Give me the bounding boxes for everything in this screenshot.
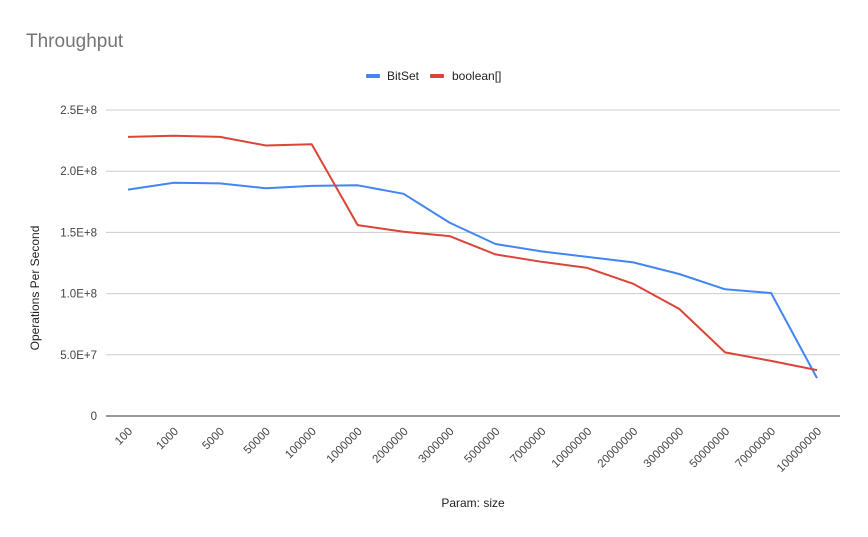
legend-label-bitset: BitSet <box>387 69 420 83</box>
chart-title: Throughput <box>26 31 124 52</box>
legend: BitSet boolean[] <box>366 69 501 83</box>
series-line-bitset[interactable] <box>127 181 818 379</box>
series-lines <box>127 134 818 379</box>
x-tick-label: 100000 <box>283 426 319 462</box>
x-tick-label: 1000 <box>154 426 181 453</box>
y-tick-label: 0 <box>91 411 97 423</box>
x-tick-label: 50000 <box>242 426 273 457</box>
x-tick-label: 10000000 <box>550 426 595 471</box>
x-tick-label: 100 <box>113 426 135 448</box>
x-tick-label: 2000000 <box>371 426 411 466</box>
legend-label-boolean: boolean[] <box>452 69 501 83</box>
x-axis-title: Param: size <box>441 496 505 510</box>
legend-swatch-bitset <box>366 74 380 78</box>
y-tick-label: 1.5E+8 <box>60 227 97 239</box>
x-tick-label: 1000000 <box>325 426 365 466</box>
y-axis-title: Operations Per Second <box>28 226 42 351</box>
y-axis-ticks: 0 5.0E+7 1.0E+8 1.5E+8 2.0E+8 2.5E+8 <box>60 105 97 423</box>
x-tick-label: 7000000 <box>508 426 548 466</box>
x-tick-label: 70000000 <box>734 426 779 471</box>
legend-swatch-boolean <box>430 74 444 78</box>
legend-item-boolean[interactable]: boolean[] <box>430 69 501 83</box>
y-tick-label: 2.0E+8 <box>60 166 97 178</box>
legend-item-bitset[interactable]: BitSet <box>366 69 420 83</box>
x-tick-label: 3000000 <box>417 426 457 466</box>
x-tick-label: 100000000 <box>775 426 824 475</box>
x-axis-ticks: 100 1000 5000 50000 100000 1000000 2000000 3000… <box>113 426 824 475</box>
x-tick-label: 20000000 <box>596 426 641 471</box>
x-tick-label: 5000 <box>200 426 227 453</box>
y-tick-label: 1.0E+8 <box>60 289 97 301</box>
x-tick-label: 50000000 <box>688 426 733 471</box>
series-line-boolean[interactable] <box>127 134 818 372</box>
y-tick-label: 5.0E+7 <box>60 350 97 362</box>
y-tick-label: 2.5E+8 <box>60 105 97 117</box>
x-tick-label: 5000000 <box>462 426 502 466</box>
gridlines <box>106 109 840 356</box>
x-tick-label: 30000000 <box>642 426 687 471</box>
